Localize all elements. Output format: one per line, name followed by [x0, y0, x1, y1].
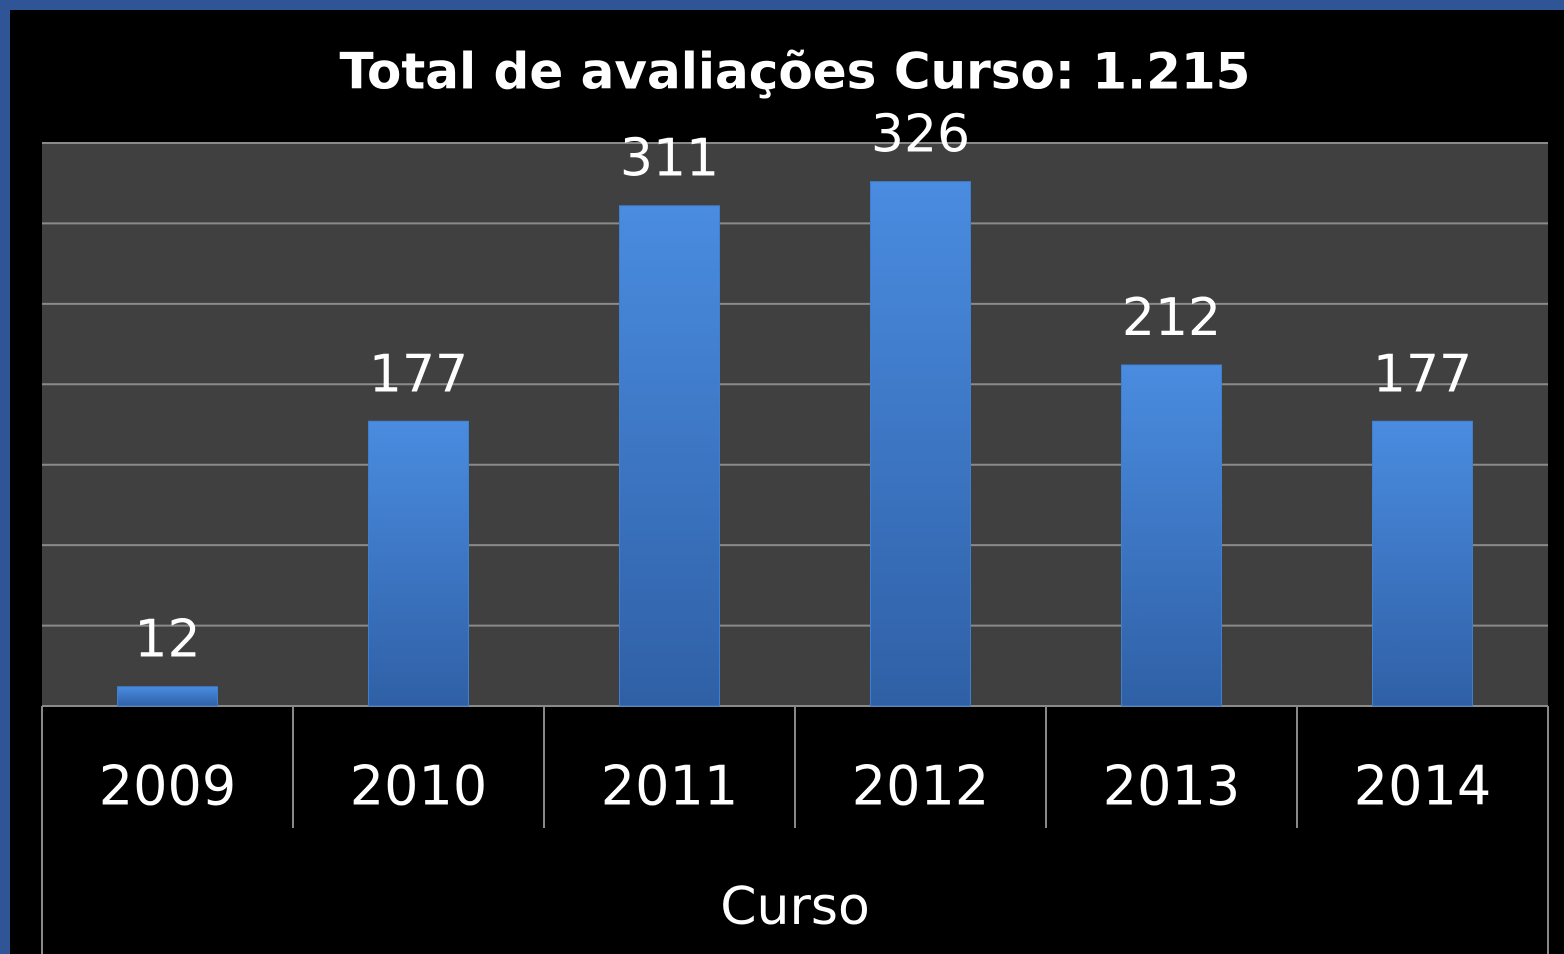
- data-label: 311: [620, 129, 719, 189]
- data-label: 212: [1122, 288, 1221, 348]
- x-axis-label: Curso: [720, 877, 870, 937]
- data-label: 177: [369, 344, 468, 404]
- bar: [1121, 364, 1222, 707]
- data-label: 12: [134, 610, 200, 670]
- x-tick-label: 2012: [852, 755, 989, 818]
- x-tick-label: 2011: [601, 755, 738, 818]
- x-tick-label: 2010: [350, 755, 487, 818]
- bar: [368, 420, 469, 707]
- plot-area: [42, 143, 1548, 706]
- data-label: 177: [1373, 344, 1472, 404]
- x-tick-label: 2013: [1103, 755, 1240, 818]
- chart-title: Total de avaliações Curso: 1.215: [340, 43, 1251, 101]
- data-label: 326: [871, 105, 970, 165]
- x-tick-label: 2009: [99, 755, 236, 818]
- x-tick-label: 2014: [1354, 755, 1491, 818]
- bar: [619, 205, 720, 707]
- bar: [1372, 420, 1473, 707]
- bar: [117, 686, 218, 707]
- bar: [870, 181, 971, 707]
